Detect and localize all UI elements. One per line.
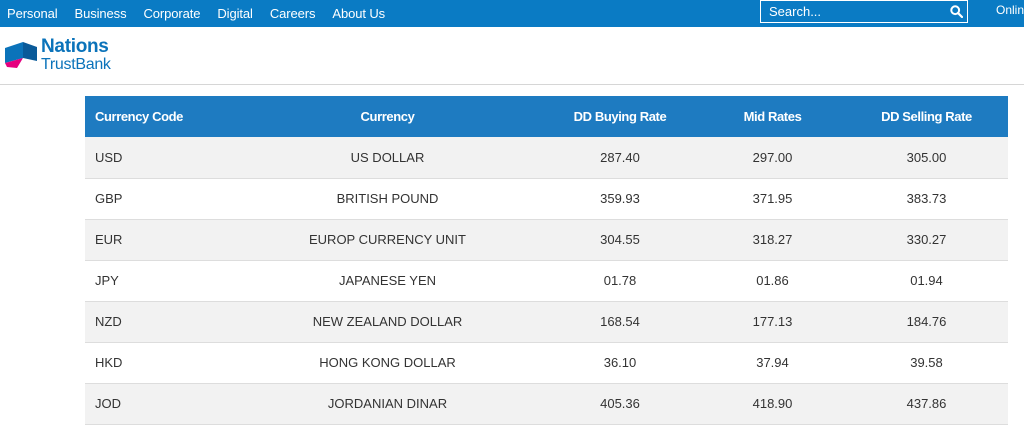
site-header: Nations TrustBank [0,27,1024,85]
table-row: NZD NEW ZEALAND DOLLAR 168.54 177.13 184… [85,301,1008,343]
top-navigation-bar: Personal Business Corporate Digital Care… [0,0,1024,27]
cell-dd-selling-rate: 184.76 [845,301,1008,343]
table-row: HKD HONG KONG DOLLAR 36.10 37.94 39.58 [85,342,1008,384]
table-row: JOD JORDANIAN DINAR 405.36 418.90 437.86 [85,383,1008,425]
search-button[interactable] [945,1,967,22]
cell-currency: BRITISH POUND [235,178,540,220]
table-row: USD US DOLLAR 287.40 297.00 305.00 [85,137,1008,179]
search-box [760,0,968,23]
cell-dd-buying-rate: 304.55 [540,219,700,261]
cell-dd-selling-rate: 330.27 [845,219,1008,261]
table-row: EUR EUROP CURRENCY UNIT 304.55 318.27 33… [85,219,1008,261]
nav-item-personal[interactable]: Personal [7,6,58,21]
header-mid-rates: Mid Rates [700,96,845,137]
search-icon [949,5,963,18]
cell-dd-buying-rate: 359.93 [540,178,700,220]
cell-dd-selling-rate: 437.86 [845,383,1008,425]
cell-dd-buying-rate: 287.40 [540,137,700,179]
cell-currency: EUROP CURRENCY UNIT [235,219,540,261]
cell-currency-code: USD [85,137,235,179]
header-dd-selling-rate: DD Selling Rate [845,96,1008,137]
cell-currency: HONG KONG DOLLAR [235,342,540,384]
cell-dd-buying-rate: 405.36 [540,383,700,425]
logo-mark-icon [5,42,37,68]
cell-mid-rate: 177.13 [700,301,845,343]
main-menu: Personal Business Corporate Digital Care… [0,0,402,27]
cell-mid-rate: 418.90 [700,383,845,425]
cell-currency-code: NZD [85,301,235,343]
cell-currency: US DOLLAR [235,137,540,179]
cell-dd-buying-rate: 168.54 [540,301,700,343]
cell-dd-buying-rate: 36.10 [540,342,700,384]
cell-dd-selling-rate: 39.58 [845,342,1008,384]
logo-text: Nations TrustBank [41,37,111,73]
cell-dd-buying-rate: 01.78 [540,260,700,302]
cell-mid-rate: 297.00 [700,137,845,179]
bank-logo[interactable]: Nations TrustBank [3,37,111,73]
nav-item-careers[interactable]: Careers [269,6,316,21]
logo-line-1: Nations [41,36,109,57]
cell-currency-code: GBP [85,178,235,220]
cell-mid-rate: 318.27 [700,219,845,261]
nav-item-digital[interactable]: Digital [217,6,253,21]
cell-currency: NEW ZEALAND DOLLAR [235,301,540,343]
cell-currency: JAPANESE YEN [235,260,540,302]
header-dd-buying-rate: DD Buying Rate [540,96,700,137]
nav-item-business[interactable]: Business [74,6,127,21]
cell-dd-selling-rate: 01.94 [845,260,1008,302]
cell-currency: JORDANIAN DINAR [235,383,540,425]
cell-mid-rate: 371.95 [700,178,845,220]
table-row: GBP BRITISH POUND 359.93 371.95 383.73 [85,178,1008,220]
nav-item-corporate[interactable]: Corporate [143,6,201,21]
table-row: JPY JAPANESE YEN 01.78 01.86 01.94 [85,260,1008,302]
table-header-row: Currency Code Currency DD Buying Rate Mi… [85,96,1008,137]
nav-item-about-us[interactable]: About Us [332,6,386,21]
exchange-rates-table: Currency Code Currency DD Buying Rate Mi… [85,96,1008,425]
cell-dd-selling-rate: 383.73 [845,178,1008,220]
search-input[interactable] [761,1,945,22]
cell-mid-rate: 37.94 [700,342,845,384]
header-currency-code: Currency Code [85,96,235,137]
cell-mid-rate: 01.86 [700,260,845,302]
cell-currency-code: JOD [85,383,235,425]
cell-dd-selling-rate: 305.00 [845,137,1008,179]
cell-currency-code: JPY [85,260,235,302]
cell-currency-code: EUR [85,219,235,261]
cell-currency-code: HKD [85,342,235,384]
logo-line-2: TrustBank [41,56,111,73]
header-currency: Currency [235,96,540,137]
online-banking-link[interactable]: Online [996,3,1024,17]
